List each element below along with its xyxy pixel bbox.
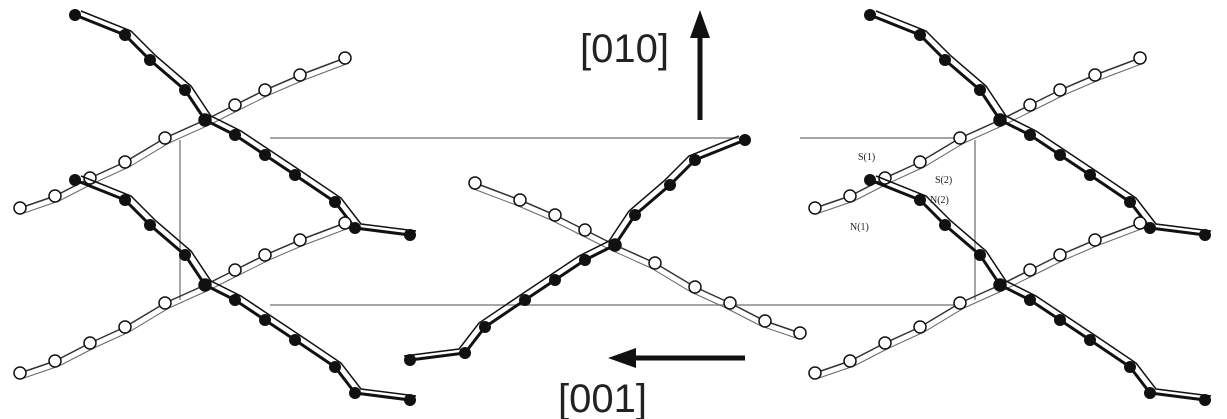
atom-label: S(2) [935,175,952,186]
atom-label: N(2) [930,195,949,206]
diagram: [010] [001] S(1) S(2) N(2) N(1) [0,0,1227,419]
arrow-head [608,348,636,368]
axis-label: [001] [558,377,647,419]
molecule [404,134,806,366]
atom-label: N(1) [850,222,869,233]
molecule [14,9,416,241]
atom-label: S(1) [858,152,875,163]
axis-label: [010] [580,27,669,71]
molecule [809,174,1211,406]
molecule [14,174,416,406]
arrow-head [690,10,710,38]
molecule [809,9,1211,241]
